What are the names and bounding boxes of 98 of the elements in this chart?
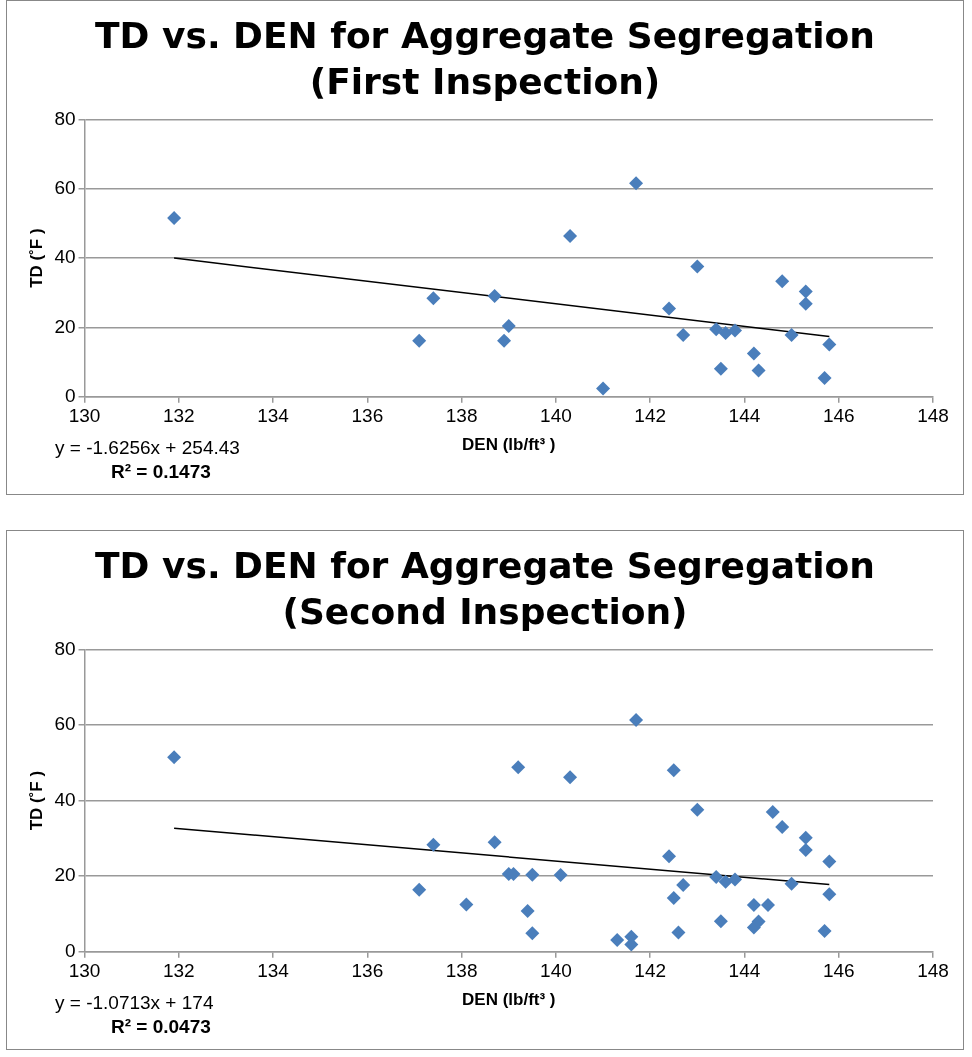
point [563,770,578,785]
point [459,897,474,912]
x-tick-label: 138 [445,405,478,427]
point [718,874,733,889]
x-axis-title: DEN (lb/ft³ ) [462,990,556,1010]
point [798,830,813,845]
point [822,887,837,902]
x-tick-label: 144 [728,405,761,427]
point [709,869,724,884]
x-tick-label: 140 [540,960,572,982]
point [497,333,512,348]
point [751,363,766,378]
x-tick-label: 134 [257,960,290,982]
point [553,868,568,883]
y-tick-label: 0 [64,385,76,407]
point [662,849,677,864]
y-axis-title: TD (˚F ) [26,228,46,288]
point [666,891,681,906]
y-tick-label: 20 [54,864,76,886]
point [525,926,540,941]
point [501,319,516,334]
point [629,713,644,728]
x-tick-label: 136 [351,405,384,427]
text: y = -1.0713x + 174 [55,991,214,1015]
point [596,381,611,396]
y-tick-label: 0 [64,940,76,962]
point [487,288,502,303]
chart-title: TD vs. DEN for Aggregate Segregation (First Inspection) [94,14,876,104]
point [761,897,776,912]
point [718,326,733,340]
point [713,361,728,376]
x-tick-label: 142 [634,405,667,427]
x-tick-label: 148 [917,405,949,427]
point [817,924,832,939]
point [784,328,799,343]
point [610,933,625,948]
point [784,876,799,891]
y-tick-label: 80 [54,107,76,129]
x-tick-label: 136 [351,960,384,982]
x-tick-label: 144 [728,960,761,982]
y-tick-label: 60 [54,176,76,198]
point [690,802,705,817]
point [775,820,790,835]
x-tick-label: 134 [257,405,290,427]
point [690,259,705,274]
point [676,328,691,343]
y-tick-label: 80 [54,637,76,659]
x-tick-label: 148 [917,960,949,982]
x-axis-title: DEN (lb/ft³ ) [462,435,556,455]
point [676,877,691,892]
point [520,903,535,918]
point [728,323,743,338]
point [426,837,441,852]
point [511,760,526,775]
y-axis-title: TD (˚F ) [26,770,46,831]
x-tick-label: 142 [634,960,667,982]
chart-title: TD vs. DEN for Aggregate Segregation (Second Inspection) [94,544,876,634]
point [822,337,837,352]
point [662,301,677,316]
x-tick-label: 130 [68,405,101,427]
point [746,897,761,912]
point [798,296,813,311]
point [798,284,813,299]
point [671,925,686,940]
y-tick-label: 40 [54,788,76,810]
point [765,804,780,819]
point [713,914,728,929]
point [563,228,578,243]
point [426,291,441,306]
x-tick-label: 138 [445,960,478,982]
point [525,867,540,882]
x-tick-label: 130 [68,960,101,982]
y-tick-label: 20 [54,315,76,337]
x-tick-label: 146 [822,405,855,427]
x-tick-label: 146 [822,960,855,982]
point [412,882,427,897]
text: R² = 0.1473 [110,460,212,484]
point [412,333,427,348]
point [817,371,832,386]
point [775,274,790,289]
point [167,750,182,765]
y-tick-label: 40 [54,246,76,268]
point [728,872,743,887]
x-tick-label: 140 [540,405,572,427]
point [751,914,766,929]
point [822,854,837,869]
point [746,346,761,361]
point [629,176,644,191]
point [709,322,724,337]
text: y = -1.6256x + 254.43 [55,436,240,460]
point [167,210,182,225]
point [666,763,681,778]
point [798,843,813,858]
x-tick-label: 132 [162,405,195,427]
y-tick-label: 60 [54,713,76,735]
x-tick-label: 132 [162,960,195,982]
point [487,835,502,850]
text: R² = 0.0473 [110,1015,212,1039]
